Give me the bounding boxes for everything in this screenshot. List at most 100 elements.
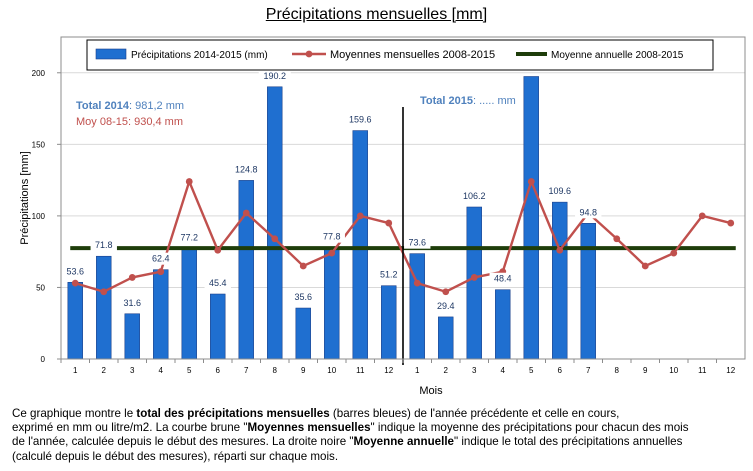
- bar: [381, 285, 397, 360]
- x-tick-label: 12: [726, 366, 735, 375]
- bar-data-label: 51.2: [380, 270, 398, 280]
- bar: [181, 248, 197, 360]
- y-tick-label: 100: [32, 212, 46, 221]
- monthly-mean-point: [727, 219, 735, 227]
- bar-data-label: 94.8: [579, 207, 597, 217]
- legend-swatch-bars: [95, 48, 127, 60]
- monthly-mean-point: [242, 209, 250, 217]
- monthly-mean-point: [527, 178, 535, 185]
- total-2014-annotation: Total 2014: 981,2 mm: [76, 100, 184, 112]
- bar-label-bg: [290, 291, 317, 304]
- bar: [67, 281, 83, 360]
- bar: [352, 130, 368, 360]
- bar-data-label: 31.6: [123, 298, 141, 308]
- x-tick-label: 11: [698, 366, 707, 375]
- bar: [466, 206, 482, 360]
- bar-label-bg: [318, 230, 345, 243]
- monthly-mean-point: [641, 262, 649, 270]
- bar-label-bg: [543, 185, 576, 198]
- legend-label-bars: Précipitations 2014-2015 (mm): [131, 50, 268, 61]
- x-tick-label: 7: [244, 366, 249, 375]
- bar: [210, 293, 226, 360]
- bar-data-label: 77.2: [180, 233, 198, 243]
- bar-data-label: 124.8: [235, 164, 258, 174]
- monthly-mean-point: [157, 268, 165, 276]
- bar-data-label: 53.6: [66, 266, 84, 276]
- bar: [153, 269, 169, 360]
- total-2014-label: Total 2014: [76, 100, 130, 112]
- monthly-mean-point: [71, 279, 79, 287]
- bar: [523, 76, 539, 360]
- bar-data-label: 106.2: [463, 191, 486, 201]
- moy-annotation: Moy 08-15: 930,4 mm: [76, 116, 183, 128]
- bar: [552, 201, 568, 360]
- x-tick-label: 1: [73, 366, 78, 375]
- caption-line-1: Ce graphique montre le total des précipi…: [12, 407, 620, 420]
- x-tick-label: 3: [130, 366, 135, 375]
- x-tick-label: 10: [327, 366, 336, 375]
- bar-data-label: 29.4: [437, 301, 455, 311]
- bar-data-label: 45.4: [209, 278, 227, 288]
- bar-label-bg: [432, 299, 459, 312]
- bar-label-bg: [375, 268, 402, 281]
- monthly-mean-point: [185, 178, 193, 185]
- bar: [124, 313, 140, 360]
- bar-label-bg: [62, 265, 89, 278]
- caption-line-4: (calculé depuis le début des mesures), r…: [12, 449, 339, 463]
- x-tick-label: 2: [444, 366, 449, 375]
- bar-data-label: 71.8: [95, 240, 113, 250]
- y-tick-label: 50: [36, 283, 45, 292]
- chart-caption: Ce graphique montre le total des précipi…: [12, 407, 747, 464]
- bar-label-bg: [258, 69, 291, 82]
- legend-label-monthly: Moyennes mensuelles 2008-2015: [330, 49, 495, 61]
- legend-marker-monthly: [305, 50, 313, 58]
- y-axis-label: Précipitations [mm]: [19, 151, 31, 245]
- x-tick-label: 7: [586, 366, 591, 375]
- precipitation-chart: 53.671.831.662.477.245.4124.8190.235.677…: [19, 36, 746, 397]
- bar-data-label: 190.2: [263, 71, 286, 81]
- bar-label-bg: [204, 277, 231, 290]
- total-2015-annotation: Total 2015: ..... mm: [420, 95, 516, 107]
- x-tick-label: 12: [384, 366, 393, 375]
- monthly-mean-point: [556, 246, 564, 254]
- x-tick-label: 10: [669, 366, 678, 375]
- x-tick-label: 6: [216, 366, 221, 375]
- bar: [495, 289, 511, 360]
- x-tick-label: 6: [558, 366, 563, 375]
- bar-data-label: 73.6: [408, 238, 426, 248]
- y-tick-label: 0: [41, 355, 46, 364]
- bar-label-bg: [230, 163, 263, 176]
- monthly-mean-point: [100, 288, 108, 296]
- x-tick-label: 2: [102, 366, 107, 375]
- bar: [295, 307, 311, 360]
- legend-label-annual: Moyenne annuelle 2008-2015: [551, 50, 684, 61]
- bar-label-bg: [489, 272, 516, 285]
- bar-data-label: 35.6: [294, 292, 312, 302]
- monthly-mean-point: [470, 274, 478, 281]
- bar: [267, 86, 283, 360]
- bar-data-label: 77.8: [323, 232, 341, 242]
- bar-label-bg: [404, 236, 431, 249]
- chart-title: Précipitations mensuelles [mm]: [265, 6, 488, 23]
- bar-label-bg: [147, 252, 174, 265]
- bar-label-bg: [176, 231, 203, 244]
- bar-data-label: 109.6: [548, 186, 571, 196]
- monthly-mean-point: [271, 235, 279, 243]
- bar-data-label: 48.4: [494, 274, 512, 284]
- monthly-mean-point: [670, 249, 678, 257]
- bar: [238, 180, 254, 360]
- bar-data-label: 62.4: [152, 254, 170, 264]
- monthly-mean-point: [385, 219, 393, 227]
- x-axis-label: Mois: [419, 385, 443, 397]
- monthly-mean-point: [299, 262, 307, 270]
- monthly-mean-point: [442, 288, 450, 296]
- bar-label-bg: [458, 190, 491, 203]
- monthly-mean-point: [214, 246, 222, 254]
- bar-label-bg: [344, 113, 377, 126]
- caption-line-3: de l'année, calculée depuis le début des…: [12, 435, 683, 449]
- x-tick-label: 4: [501, 366, 506, 375]
- total-2015-label: Total 2015: [420, 95, 473, 107]
- x-tick-label: 5: [187, 366, 192, 375]
- monthly-mean-point: [613, 235, 621, 243]
- y-tick-label: 150: [32, 140, 46, 149]
